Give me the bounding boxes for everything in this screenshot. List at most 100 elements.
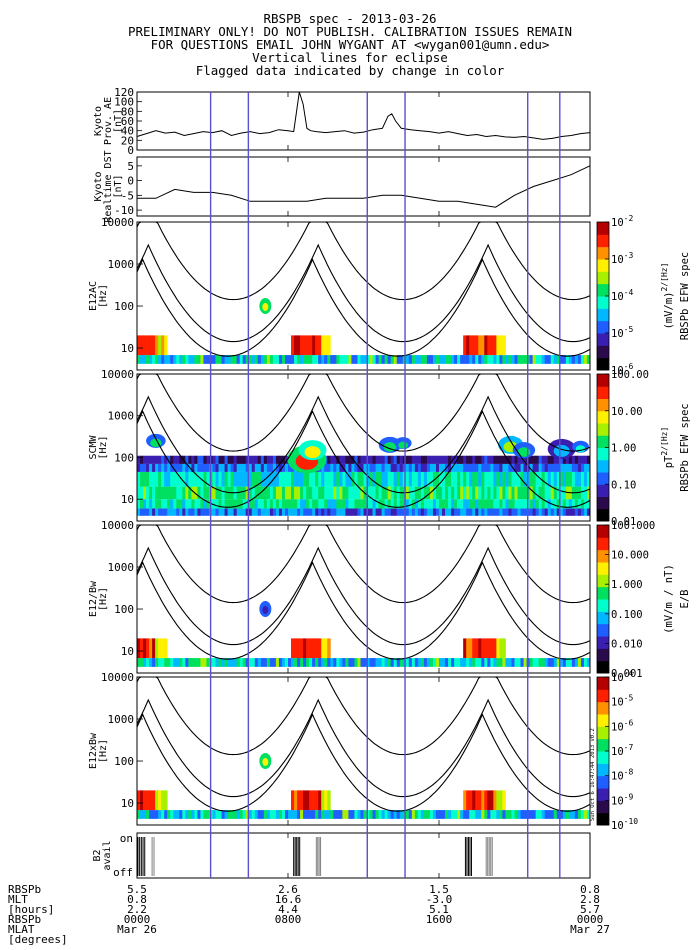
spectrogram-cell [493,638,497,659]
spectrogram-cell [360,810,364,819]
spectrogram-cell [284,355,289,364]
spectrogram-cell [469,499,473,509]
series-line [137,165,591,208]
spectrogram-cell [586,355,591,364]
spectrogram-cell [327,790,331,811]
spectrogram-cell [574,355,579,364]
spectrogram-cell [206,463,210,472]
spectrogram-cell [490,486,494,500]
spectrogram-cell [463,638,467,659]
spectrogram-cell [173,499,177,509]
footer-ephemeris: RBSPb MLT [hours] RBSPb MLAT [degrees] 5… [8,883,610,946]
colorbar-segment [597,481,609,485]
spectrogram-cell [387,471,392,487]
spectrogram-cell [556,471,561,487]
spectrogram-cell [164,463,168,472]
spectrogram-cell [454,471,458,487]
spectrogram-cell [212,486,216,500]
colorbar-tick-label: 10.000 [611,550,649,562]
spectrogram-cell [266,471,271,487]
spectrogram-cell [269,810,274,819]
colorbar-segment [597,342,609,346]
spectrogram-cell [517,455,521,464]
spectrogram-cell [155,455,159,464]
spectrogram-cell [303,471,307,487]
spectrogram-cell [188,508,192,516]
spectrogram-cell [294,658,298,667]
spectrogram-cell [405,455,410,464]
spectrogram-cell [330,355,334,364]
spectrogram-cell [224,810,228,819]
colorbar-segment [597,418,609,422]
spectrogram-cell [254,499,259,509]
spectrogram-cell [550,471,555,487]
spectrogram-cell [384,355,389,364]
spectrogram-cell [342,810,346,819]
spectrogram-cell [378,463,383,472]
spectrogram-cell [194,463,198,472]
spectrogram-cell [161,508,165,516]
colorbar-tick-label: 10-4 [611,288,633,303]
spectrogram-cell [321,463,325,472]
spectrogram-cell [390,658,395,667]
spectrogram-cell [378,455,383,464]
spectrogram-cell [288,658,292,667]
footer-value: 2.2 [127,903,147,916]
colorbar-segment [597,562,609,565]
spectrogram-cell [411,463,416,472]
spectrogram-cell [236,658,241,667]
spectrogram-cell [330,463,334,472]
spectrogram-cell [399,463,404,472]
spectrogram-cell [366,355,370,364]
spectrogram-cell [339,471,343,487]
colorbar-tick-label: 100.00 [611,369,649,381]
spectrogram-cell [369,455,373,464]
spectrogram-cell [260,810,265,819]
colorbar-tick-label: 10-5 [611,694,633,709]
spectrogram-cell [272,471,277,487]
spectrogram-cell [372,471,376,487]
colorbar-segment [597,489,609,493]
spectrogram-cell [559,471,564,487]
spectrogram-cell [378,486,383,500]
spectrogram-cell [179,508,183,516]
spectrogram-cell [221,658,225,667]
spectrogram-cell [559,658,564,667]
spectrogram-cell [342,486,346,500]
spectrogram-cell [218,471,222,487]
colorbar-segment [597,464,609,468]
spectrogram-cell [499,499,503,509]
spectrogram-cell [481,471,485,487]
spectrogram-cell [369,810,373,819]
spectrogram-cell [176,810,180,819]
spectrogram-cell [556,463,561,472]
emission-blob [304,446,321,459]
spectrogram-cell [469,638,473,659]
spectrogram-cell [499,486,503,500]
spectrogram-cell [357,508,361,516]
spectrogram-cell [297,499,301,509]
spectrogram-cell [155,658,159,667]
spectrogram-cell [420,658,425,667]
spectrogram-cell [143,499,147,509]
spectrogram-cell [351,810,355,819]
spectrogram-cell [469,471,473,487]
colorbar-segment [597,296,609,299]
colorbar-segment [597,668,609,672]
spectrogram-cell [481,355,485,364]
spectrogram-cell [146,658,150,667]
spectrogram-cell [297,355,301,364]
spectrogram-cell [520,471,524,487]
spectrogram-cell [481,463,485,472]
spectrogram-cell [306,508,310,516]
spectrogram-cell [375,499,379,509]
spectrogram-cell [152,499,156,509]
spectrogram-cell [140,455,144,464]
spectrogram-cell [263,455,268,464]
colorbar-segment [597,770,609,774]
spectrogram-cell [396,355,401,364]
colorbar-segment [597,653,609,657]
spectrogram-cell [481,790,485,811]
spectrogram-cell [408,810,413,819]
